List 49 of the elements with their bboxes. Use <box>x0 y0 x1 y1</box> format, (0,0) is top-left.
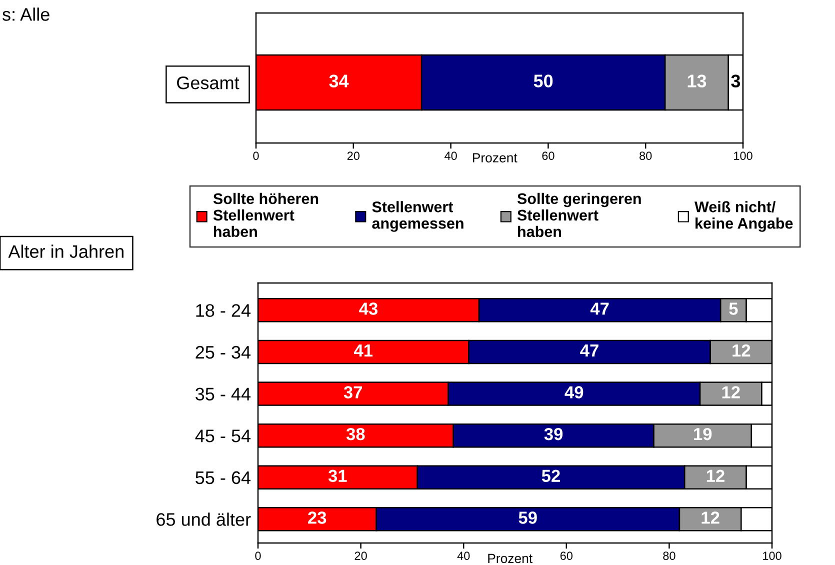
x-tick-label: 20 <box>347 152 360 160</box>
data-label: 59 <box>518 512 537 524</box>
data-label: 47 <box>580 344 598 356</box>
data-label: 43 <box>359 302 378 315</box>
y-tick-label: 18 - 24 <box>196 304 251 317</box>
data-label: 3 <box>731 74 740 88</box>
y-axis-title: Alter in Jahren <box>8 244 124 258</box>
data-label: 50 <box>534 74 553 88</box>
y-tick-label: 45 - 54 <box>195 430 251 442</box>
x-tick-label: 0 <box>253 152 259 160</box>
data-label: 12 <box>702 512 720 524</box>
x-tick-label: 60 <box>560 552 573 560</box>
data-label: 13 <box>688 74 706 88</box>
data-label: 19 <box>694 428 712 440</box>
x-tick-label: 80 <box>640 152 652 160</box>
data-label: 37 <box>344 386 362 398</box>
x-tick-label: 100 <box>763 552 782 560</box>
x-tick-label: 40 <box>444 152 457 160</box>
text: s: Alle <box>2 8 50 21</box>
legend-label: Weiß nicht/ keine Angabe <box>694 201 793 232</box>
y-tick-label: 25 - 34 <box>196 346 251 359</box>
data-label: 12 <box>722 386 740 398</box>
x-tick-label: 40 <box>457 552 470 560</box>
data-label: 52 <box>542 470 560 482</box>
data-label: 47 <box>590 302 609 315</box>
x-tick-label: 80 <box>663 552 676 560</box>
y-tick-label: 35 - 44 <box>196 388 251 400</box>
data-label: 31 <box>328 470 347 482</box>
data-label: 34 <box>329 74 349 88</box>
x-tick-label: 20 <box>354 552 367 560</box>
legend-label: Sollte höheren Stellenwert haben <box>213 192 318 238</box>
legend-label: Sollte geringeren Stellenwert haben <box>517 192 641 238</box>
x-axis-title: Prozent <box>472 153 518 162</box>
data-label: 12 <box>706 470 724 482</box>
x-tick-label: 100 <box>734 152 752 160</box>
data-label: 39 <box>544 428 563 440</box>
x-tick-label: 0 <box>255 552 261 560</box>
data-label: 23 <box>308 512 326 524</box>
data-label: 5 <box>729 302 738 315</box>
x-axis-title: Prozent <box>488 554 532 564</box>
legend-label: Stellenwert angemessen <box>372 201 464 232</box>
data-label: 38 <box>346 428 365 440</box>
data-label: 12 <box>732 344 750 356</box>
x-tick-label: 60 <box>542 152 554 160</box>
data-label: 41 <box>354 344 373 356</box>
y-tick-label: 65 und älter <box>156 512 251 526</box>
y-tick-label: 55 - 64 <box>196 471 251 484</box>
data-label: 49 <box>564 386 584 398</box>
y-tick-label: Gesamt <box>177 76 240 90</box>
